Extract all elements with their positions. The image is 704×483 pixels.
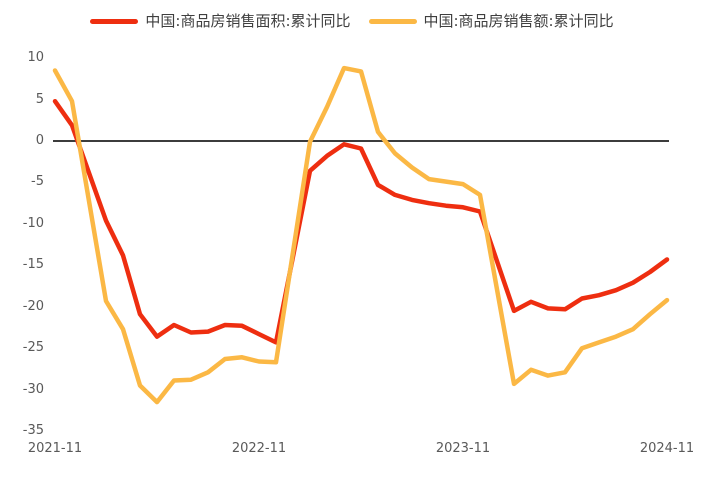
y-tick-label: 0 <box>35 133 44 148</box>
y-tick-label: -10 <box>22 215 44 231</box>
chart-legend: 中国:商品房销售面积:累计同比 中国:商品房销售额:累计同比 <box>0 12 704 30</box>
x-tick-label: 2021-11 <box>27 441 83 456</box>
y-tick-label: -15 <box>22 257 44 273</box>
y-tick-label: -35 <box>22 423 44 439</box>
red-line-swatch-icon <box>90 18 139 24</box>
y-tick-label: -30 <box>22 381 44 397</box>
legend-item-sales-area: 中国:商品房销售面积:累计同比 <box>90 12 351 30</box>
x-tick-label: 2024-11 <box>639 441 695 456</box>
series-line-0 <box>52 98 670 345</box>
y-tick-label: -5 <box>31 174 44 190</box>
y-tick-label: 5 <box>35 91 44 107</box>
legend-label-sales-area: 中国:商品房销售面积:累计同比 <box>145 12 351 30</box>
y-tick-label: -20 <box>22 298 44 314</box>
y-tick-label: -25 <box>22 340 44 356</box>
series-line-1 <box>52 65 670 405</box>
x-tick-label: 2022-11 <box>231 441 287 456</box>
legend-item-sales-amount: 中国:商品房销售额:累计同比 <box>368 12 614 30</box>
y-tick-label: 10 <box>27 50 44 66</box>
x-tick-label: 2023-11 <box>435 441 491 456</box>
legend-label-sales-amount: 中国:商品房销售额:累计同比 <box>423 12 614 30</box>
yellow-line-swatch-icon <box>368 18 417 24</box>
